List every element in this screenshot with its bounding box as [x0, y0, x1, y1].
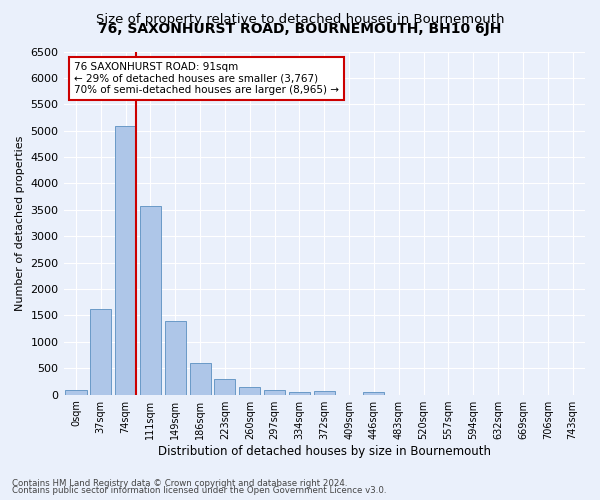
Bar — [239, 387, 260, 394]
Bar — [264, 390, 285, 394]
Bar — [165, 320, 186, 394]
Text: Contains HM Land Registry data © Crown copyright and database right 2024.: Contains HM Land Registry data © Crown c… — [12, 478, 347, 488]
Bar — [65, 390, 86, 394]
Bar — [364, 392, 385, 394]
Text: 76, SAXONHURST ROAD, BOURNEMOUTH, BH10 6JH: 76, SAXONHURST ROAD, BOURNEMOUTH, BH10 6… — [98, 22, 502, 36]
Bar — [214, 378, 235, 394]
Y-axis label: Number of detached properties: Number of detached properties — [15, 136, 25, 310]
Bar — [140, 206, 161, 394]
Bar — [314, 392, 335, 394]
Bar — [190, 364, 211, 394]
Text: Size of property relative to detached houses in Bournemouth: Size of property relative to detached ho… — [96, 12, 504, 26]
Bar — [115, 126, 136, 394]
Text: 76 SAXONHURST ROAD: 91sqm
← 29% of detached houses are smaller (3,767)
70% of se: 76 SAXONHURST ROAD: 91sqm ← 29% of detac… — [74, 62, 339, 95]
X-axis label: Distribution of detached houses by size in Bournemouth: Distribution of detached houses by size … — [158, 444, 491, 458]
Bar — [90, 309, 112, 394]
Bar — [289, 392, 310, 394]
Text: Contains public sector information licensed under the Open Government Licence v3: Contains public sector information licen… — [12, 486, 386, 495]
